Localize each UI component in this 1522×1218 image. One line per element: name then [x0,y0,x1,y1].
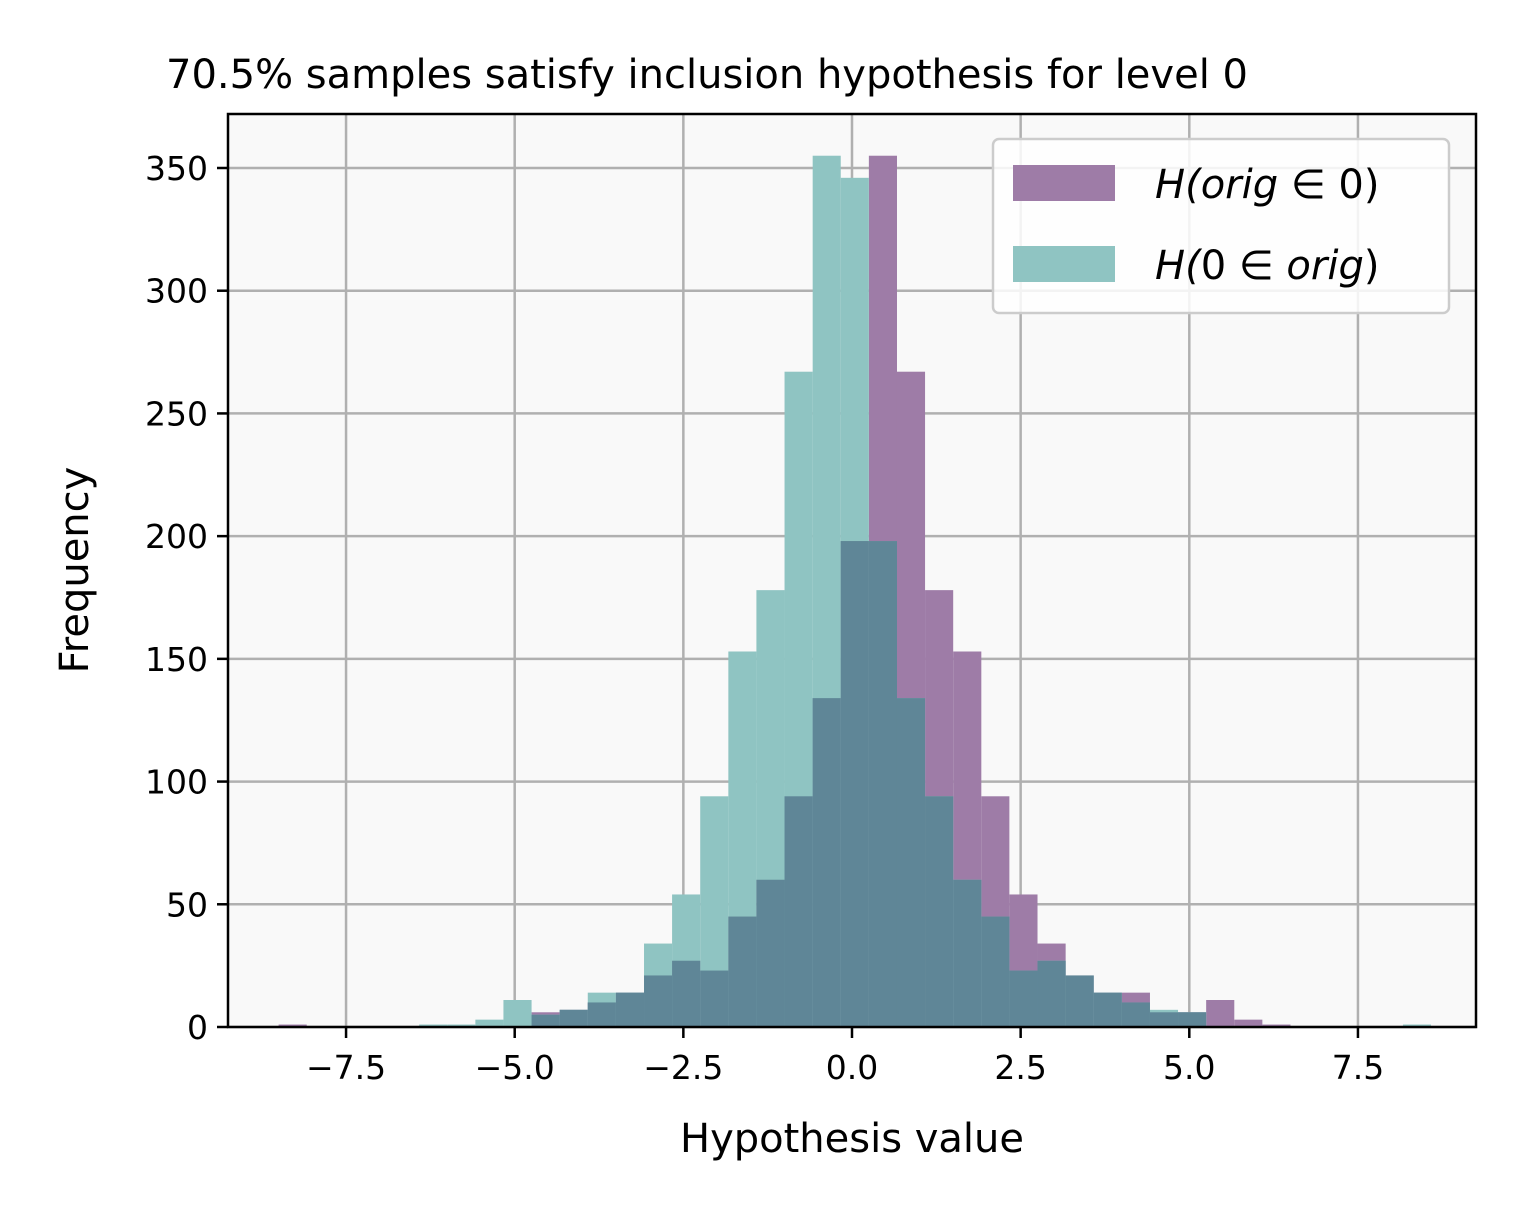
bar-overlap-bin-15 [700,970,729,1027]
bar-overlap-bin-26 [1009,970,1038,1027]
x-axis-label: Hypothesis value [680,1116,1024,1162]
bar-overlap-bin-23 [925,796,954,1027]
bar-overlap-bin-29 [1093,992,1122,1027]
bar-overlap-bin-24 [953,879,982,1027]
bar-overlap-bin-17 [756,879,785,1027]
bar-overlap-bin-31 [1149,1012,1179,1027]
x-tick-label-2: −2.5 [643,1048,723,1087]
bar-overlap-bin-19 [812,698,841,1027]
y-tick-label-0: 0 [187,1008,208,1047]
bar-overlap-bin-32 [1178,1012,1207,1027]
legend-label-1: H(orig ∈ 0) [1155,162,1379,208]
y-axis-label: Frequency [52,467,98,674]
bar-overlap-bin-21 [868,541,897,1027]
y-tick-label-6: 300 [145,272,208,311]
x-tick-label-3: 0.0 [826,1048,878,1087]
bar-overlap-bin-27 [1037,960,1066,1027]
bar-overlap-bin-10 [559,1009,588,1027]
bar-series1-bin-33 [1206,1000,1235,1027]
bars-group [278,155,1432,1027]
y-tick-label-5: 250 [145,394,208,433]
bar-overlap-bin-20 [840,541,869,1027]
bar-overlap-bin-22 [896,698,926,1027]
bar-overlap-bin-28 [1065,975,1094,1027]
chart-title: 70.5% samples satisfy inclusion hypothes… [166,52,1248,98]
legend-swatch-1 [1013,165,1115,201]
x-tick-label-1: −5.0 [475,1048,555,1087]
x-tick-label-4: 2.5 [994,1048,1046,1087]
bar-overlap-bin-13 [644,975,673,1027]
bar-series2-bin-7 [475,1019,504,1027]
bar-overlap-bin-16 [728,916,757,1027]
legend-swatch-2 [1013,246,1115,282]
bar-overlap-bin-9 [531,1014,560,1027]
axes-group: −7.5 −5.0 −2.5 0.0 2.5 5.0 7.5 0 50 100 150 200 250 3… [145,112,1478,1087]
legend-label-2: H(0 ∈ orig) [1155,243,1379,289]
bar-overlap-bin-11 [587,1002,616,1027]
bar-series2-bin-8 [503,1000,532,1027]
y-tick-label-1: 50 [166,885,208,924]
y-tick-label-4: 200 [145,517,208,556]
y-tick-label-2: 100 [145,763,208,802]
bar-overlap-bin-14 [672,960,701,1027]
y-tick-label-7: 350 [145,149,208,188]
x-tick-label-0: −7.5 [306,1048,386,1087]
y-tick-label-3: 150 [145,640,208,679]
legend: H(orig ∈ 0) H(0 ∈ orig) [991,137,1451,315]
x-tick-label-5: 5.0 [1163,1048,1215,1087]
bar-overlap-bin-18 [784,796,813,1027]
bar-series1-bin-34 [1234,1019,1263,1027]
bar-overlap-bin-25 [981,916,1010,1027]
x-tick-label-6: 7.5 [1332,1048,1384,1087]
bar-overlap-bin-12 [615,992,645,1027]
bar-overlap-bin-30 [1121,1002,1150,1027]
